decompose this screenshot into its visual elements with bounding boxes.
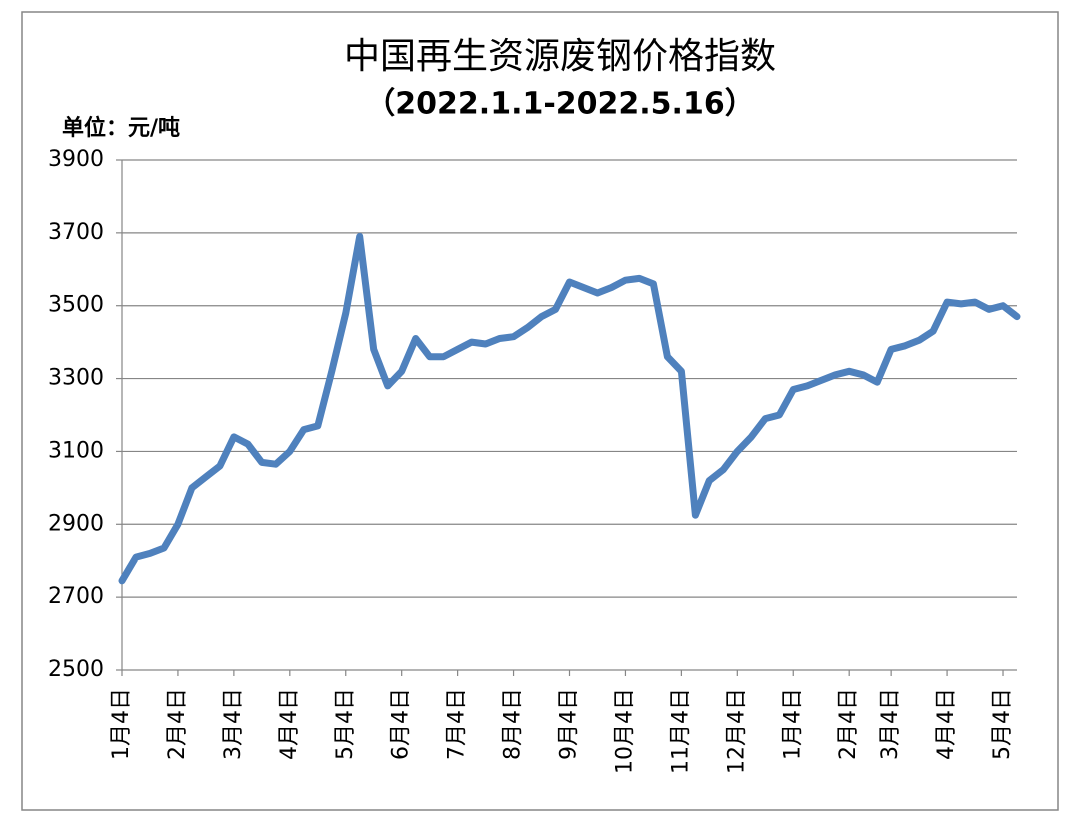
- data-line: [118, 233, 1021, 585]
- y-tick-label: 2500: [48, 657, 104, 682]
- y-axis-unit: 单位：元/吨: [62, 115, 180, 141]
- y-tick-label: 3700: [48, 220, 104, 245]
- x-tick-label: 2月4日: [165, 688, 190, 760]
- x-tick-label: 12月4日: [724, 688, 749, 774]
- x-tick-label: 11月4日: [668, 688, 693, 774]
- y-tick-label: 3500: [48, 293, 104, 318]
- x-tick-label: 1月4日: [109, 688, 134, 760]
- x-tick-label: 10月4日: [612, 688, 637, 774]
- chart-title: 中国再生资源废钢价格指数: [344, 36, 776, 77]
- x-tick-label: 4月4日: [277, 688, 302, 760]
- y-tick-label: 2900: [48, 511, 104, 536]
- x-tick-label: 6月4日: [389, 688, 414, 760]
- y-tick-label: 2700: [48, 584, 104, 609]
- y-tick-label: 3900: [48, 147, 104, 172]
- x-tick-label: 1月4日: [780, 688, 805, 760]
- x-tick-label: 9月4日: [557, 688, 582, 760]
- x-tick-label: 3月4日: [878, 688, 903, 760]
- y-tick-label: 3300: [48, 366, 104, 391]
- chart-border: [21, 11, 1059, 811]
- x-tick-label: 5月4日: [990, 688, 1015, 760]
- x-tick-label: 2月4日: [836, 688, 861, 760]
- x-tick-label: 8月4日: [501, 688, 526, 760]
- y-tick-label: 3100: [48, 438, 104, 463]
- x-tick-label: 3月4日: [221, 688, 246, 760]
- x-tick-label: 4月4日: [934, 688, 959, 760]
- x-tick-label: 5月4日: [333, 688, 358, 760]
- x-tick-label: 7月4日: [445, 688, 470, 760]
- chart-subtitle: （2022.1.1-2022.5.16）: [365, 87, 754, 122]
